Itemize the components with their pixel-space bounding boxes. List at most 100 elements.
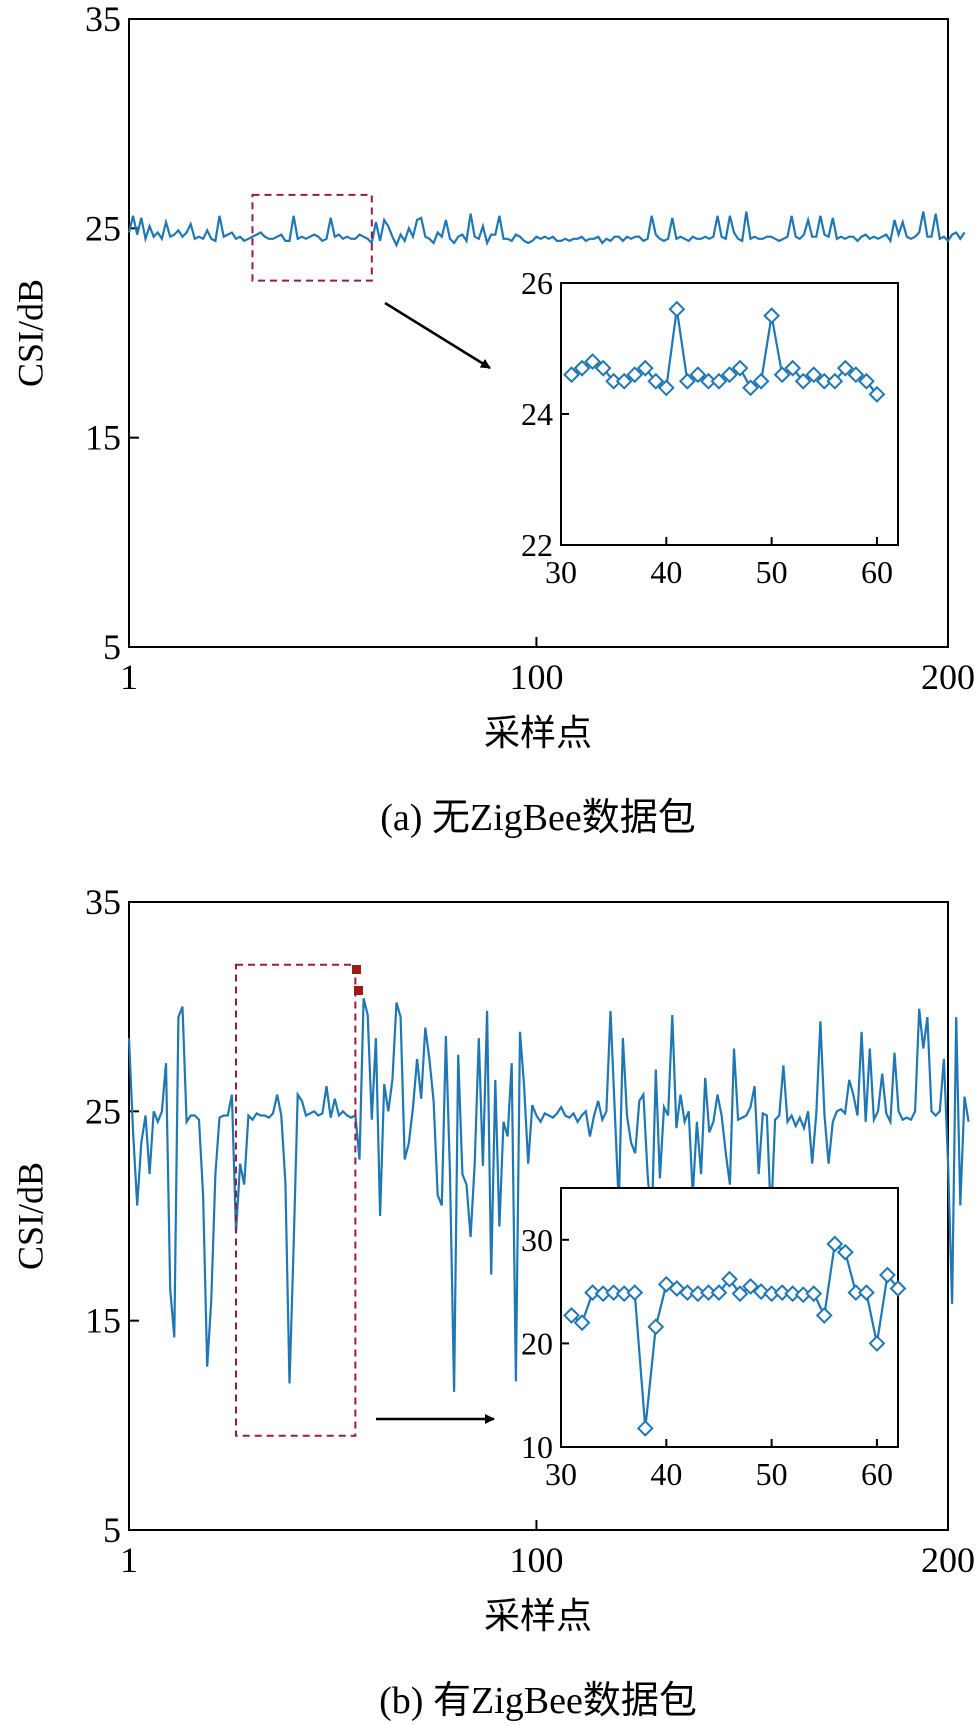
series-line-a [127, 211, 966, 248]
inset-point-b-21 [784, 1285, 802, 1303]
inset-point-b-15 [721, 1270, 738, 1288]
main-b-y-tick-label-2: 25 [85, 1091, 121, 1131]
inset-point-b-11 [678, 1284, 696, 1302]
inset-point-a-17 [742, 379, 759, 397]
inset-y-ticks-a: 22 24 26 [521, 265, 569, 563]
inset-point-a-2 [584, 353, 602, 371]
inset-a-x-tick-label-1: 40 [650, 554, 682, 590]
inset-point-b-17 [742, 1278, 759, 1295]
main-a-x-tick-label-1: 100 [509, 657, 563, 697]
inset-point-a-15 [721, 366, 738, 384]
inset-point-a-27 [847, 366, 865, 384]
inset-point-a-20 [773, 366, 791, 384]
inset-point-a-23 [805, 366, 823, 384]
panel-a: 5 15 25 35 1 100 200 CSI/dB 采样点 22 24 26 30 40 50… [10, 0, 975, 839]
inset-point-a-3 [594, 359, 612, 377]
inset-point-a-16 [731, 359, 749, 377]
zoom-arrow-a [384, 301, 491, 370]
main-a-y-tick-label-0: 5 [103, 627, 121, 667]
inset-point-a-12 [689, 366, 707, 384]
inset-plot-a: 22 24 26 30 40 50 60 [521, 265, 899, 590]
inset-point-a-18 [752, 372, 770, 390]
inset-point-b-31 [889, 1280, 907, 1297]
plot-frame-b [128, 901, 949, 1531]
inset-point-b-16 [731, 1285, 749, 1303]
y-axis-label-a: CSI/dB [10, 279, 50, 387]
caption-b: (b) 有ZigBee数据包 [379, 1680, 697, 1722]
main-b-x-tick-label-2: 200 [921, 1540, 975, 1580]
inset-b-y-tick-label-2: 30 [521, 1222, 553, 1258]
inset-point-a-1 [573, 359, 591, 377]
caption-a: (a) 无ZigBee数据包 [380, 797, 696, 839]
inset-b-y-tick-label-0: 10 [521, 1429, 553, 1465]
zoom-box-b [235, 963, 357, 1437]
inset-point-a-11 [678, 372, 696, 390]
main-a-y-tick-label-2: 25 [85, 208, 121, 248]
x-axis-label-a: 采样点 [484, 713, 592, 753]
inset-point-a-21 [784, 359, 802, 377]
x-ticks-a: 1 100 200 [120, 637, 975, 697]
inset-point-a-28 [857, 372, 875, 390]
inset-b-x-tick-label-2: 50 [756, 1456, 788, 1492]
inset-point-b-6 [626, 1284, 644, 1302]
inset-point-b-0 [563, 1307, 580, 1324]
zoom-box-a [251, 193, 373, 282]
corner-marker-lower [354, 986, 363, 995]
inset-point-b-8 [647, 1318, 665, 1336]
y-ticks-a: 5 15 25 35 [85, 0, 139, 667]
inset-point-a-5 [615, 372, 633, 390]
inset-x-ticks-a: 30 40 50 60 [545, 537, 893, 590]
inset-point-b-14 [710, 1284, 728, 1302]
inset-point-a-10 [668, 300, 686, 318]
main-a-x-tick-label-0: 1 [120, 657, 138, 697]
inset-point-b-1 [573, 1314, 591, 1332]
inset-point-b-23 [805, 1285, 823, 1303]
inset-point-b-26 [836, 1243, 854, 1261]
inset-point-a-25 [826, 372, 844, 390]
inset-point-a-8 [647, 372, 665, 390]
inset-b-x-tick-label-3: 60 [861, 1456, 893, 1492]
main-a-y-tick-label-1: 15 [85, 418, 121, 458]
inset-a-y-tick-label-2: 26 [521, 265, 553, 301]
inset-point-b-29 [868, 1334, 886, 1352]
inset-a-x-tick-label-0: 30 [545, 554, 577, 590]
inset-b-y-tick-label-1: 20 [521, 1325, 553, 1361]
inset-markers-b [563, 1235, 907, 1437]
inset-y-ticks-b: 10 20 30 [521, 1222, 569, 1465]
main-a-x-tick-label-2: 200 [921, 657, 975, 697]
inset-markers-a [563, 300, 886, 403]
inset-point-a-0 [563, 366, 580, 384]
plot-frame-a [128, 18, 949, 648]
inset-frame-b [560, 1187, 899, 1448]
inset-point-b-7 [636, 1419, 654, 1437]
main-b-y-tick-label-3: 35 [85, 882, 121, 922]
inset-point-a-19 [763, 307, 781, 325]
main-plot-a: 5 15 25 35 1 100 200 CSI/dB 采样点 [10, 0, 975, 753]
inset-point-b-28 [857, 1284, 875, 1302]
x-axis-label-b: 采样点 [484, 1596, 592, 1636]
main-b-x-tick-label-0: 1 [120, 1540, 138, 1580]
inset-point-b-24 [815, 1307, 833, 1324]
inset-point-a-6 [626, 366, 644, 384]
corner-marker-upper [352, 965, 361, 974]
inset-x-ticks-b: 30 40 50 60 [545, 1439, 893, 1492]
x-ticks-b: 1 100 200 [120, 1520, 975, 1580]
main-b-y-tick-label-1: 15 [85, 1301, 121, 1341]
main-b-y-tick-label-0: 5 [103, 1510, 121, 1550]
inset-frame-a [560, 282, 899, 546]
inset-point-a-29 [868, 385, 886, 403]
inset-a-x-tick-label-2: 50 [756, 554, 788, 590]
inset-point-b-25 [826, 1235, 844, 1253]
inset-point-b-20 [773, 1284, 791, 1302]
main-plot-b: 5 15 25 35 1 100 200 CSI/dB 采样点 [10, 882, 975, 1636]
inset-point-b-9 [657, 1275, 675, 1293]
main-b-x-tick-label-1: 100 [509, 1540, 563, 1580]
series-line-b [127, 998, 970, 1392]
main-a-y-tick-label-3: 35 [85, 0, 121, 39]
y-ticks-b: 5 15 25 35 [85, 882, 139, 1550]
inset-point-a-7 [636, 359, 654, 377]
inset-a-x-tick-label-3: 60 [861, 554, 893, 590]
inset-point-b-4 [605, 1284, 623, 1302]
inset-point-b-2 [584, 1284, 602, 1302]
